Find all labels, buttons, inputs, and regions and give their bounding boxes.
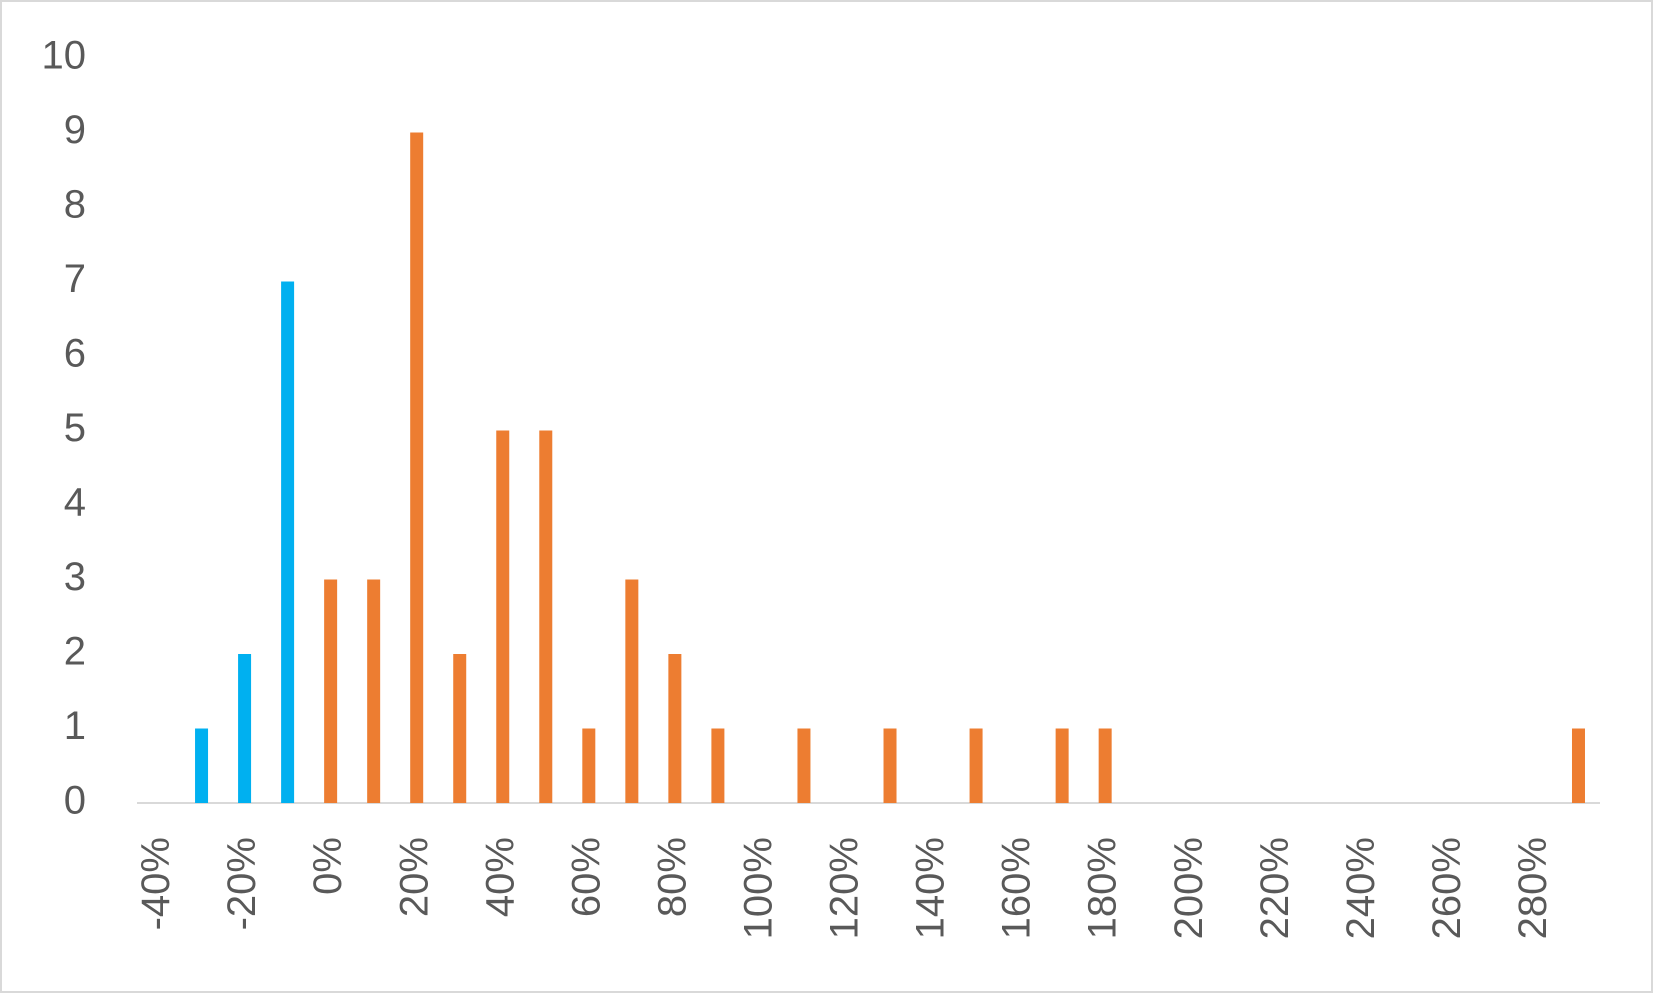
- bar: [711, 728, 725, 803]
- bar: [668, 654, 682, 803]
- x-tick-label: 20%: [392, 837, 436, 917]
- x-tick-label: 80%: [650, 837, 694, 917]
- x-tick-label: 280%: [1511, 837, 1555, 939]
- bar: [453, 654, 467, 803]
- y-tick-label: 2: [64, 630, 86, 674]
- x-tick-label: 180%: [1081, 837, 1125, 939]
- x-tick-label: 60%: [564, 837, 608, 917]
- y-tick-label: 1: [64, 704, 86, 748]
- x-tick-label: 40%: [478, 837, 522, 917]
- x-tick-label: -40%: [134, 837, 178, 930]
- x-tick-label: 120%: [823, 837, 867, 939]
- x-tick-label: 0%: [306, 837, 350, 895]
- bar: [410, 132, 424, 803]
- bar: [195, 728, 209, 803]
- bar: [625, 579, 639, 803]
- y-tick-label: 3: [64, 555, 86, 599]
- x-tick-label: 220%: [1253, 837, 1297, 939]
- x-tick-label: 240%: [1339, 837, 1383, 939]
- bar: [281, 281, 295, 803]
- bar: [324, 579, 338, 803]
- y-tick-label: 0: [64, 779, 86, 823]
- bar: [539, 430, 553, 803]
- x-tick-label: 200%: [1167, 837, 1211, 939]
- x-tick-label: 140%: [909, 837, 953, 939]
- bar: [969, 728, 983, 803]
- bar: [367, 579, 381, 803]
- bar: [1055, 728, 1069, 803]
- x-tick-label: 260%: [1425, 837, 1469, 939]
- y-tick-label: 6: [64, 332, 86, 376]
- bar: [238, 654, 252, 803]
- x-tick-label: -20%: [220, 837, 264, 930]
- y-tick-label: 7: [64, 257, 86, 301]
- y-tick-label: 10: [42, 34, 87, 78]
- bar: [496, 430, 510, 803]
- bar: [883, 728, 897, 803]
- y-tick-label: 4: [64, 481, 86, 525]
- bar: [1098, 728, 1112, 803]
- x-tick-label: 160%: [995, 837, 1039, 939]
- bar: [582, 728, 596, 803]
- y-tick-label: 5: [64, 406, 86, 450]
- bar: [1571, 728, 1585, 803]
- bar: [797, 728, 811, 803]
- y-tick-label: 9: [64, 108, 86, 152]
- y-tick-label: 8: [64, 183, 86, 227]
- x-tick-label: 100%: [736, 837, 780, 939]
